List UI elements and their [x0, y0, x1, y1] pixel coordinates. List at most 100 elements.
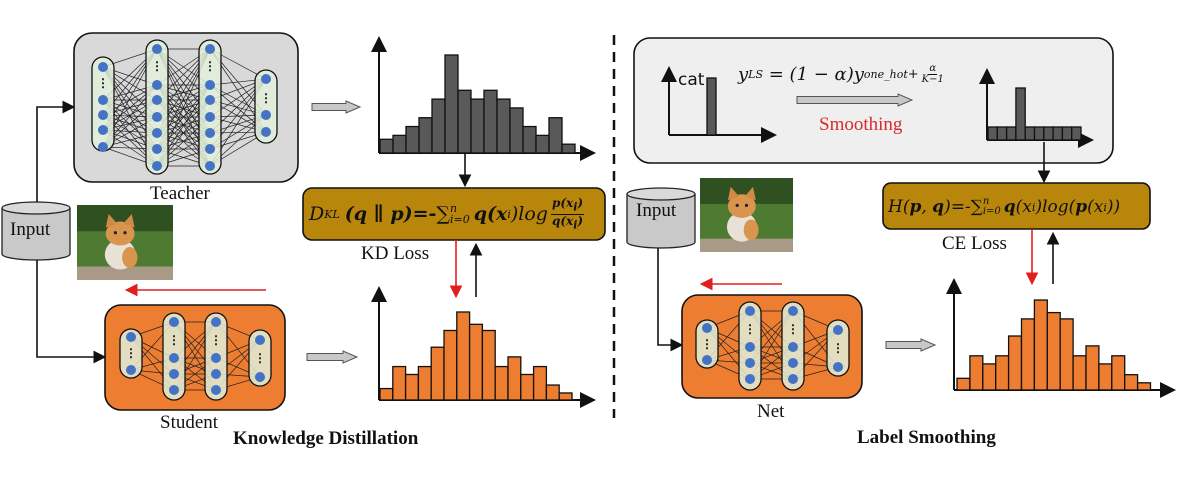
formula-part: , — [921, 197, 933, 217]
net-network-node — [788, 358, 798, 368]
student-histogram-bar — [558, 392, 573, 401]
formula-part: p(x — [551, 196, 574, 211]
teacher-histogram-bar — [496, 98, 511, 154]
net-network-node — [788, 342, 798, 352]
teacher-network-node — [205, 144, 215, 154]
formula-part: p — [1075, 197, 1088, 217]
student-histogram-bar — [404, 373, 420, 401]
teacher-network-node — [205, 112, 215, 122]
teacher-histogram-bar — [470, 98, 485, 154]
teacher-network-node — [98, 62, 108, 72]
net-network-node — [702, 355, 712, 365]
smoothed-histogram-bar — [1024, 126, 1036, 141]
input-database-icon-ls — [626, 187, 696, 249]
teacher-network-node — [152, 80, 162, 90]
net-histogram-bar — [1085, 345, 1100, 391]
net-network-ellipsis-icon: ⋮ — [832, 341, 844, 355]
student-network-layer — [248, 329, 272, 387]
student-histogram-bar — [417, 365, 432, 401]
formula-part: KL — [324, 207, 340, 221]
student-network-ellipsis-icon: ⋮ — [125, 346, 137, 360]
teacher-network-node — [152, 128, 162, 138]
cat-image-eye — [113, 231, 117, 235]
student-histogram-bar — [520, 373, 535, 401]
net-network-node — [788, 374, 798, 384]
teacher-histogram-bar — [522, 125, 537, 154]
student-network-node — [211, 353, 221, 363]
net-histogram-bar — [969, 355, 984, 391]
teacher-histogram-bar — [548, 117, 563, 154]
formula-part: + — [907, 66, 919, 82]
net-network-layer — [826, 319, 850, 377]
ce-loss-box — [882, 182, 1151, 230]
formula-part: (x — [1015, 197, 1032, 217]
smoothed-histogram-bar — [1015, 87, 1026, 141]
formula-part: i — [507, 207, 511, 221]
formula-part: p — [909, 197, 922, 217]
teacher-network-layer — [254, 69, 278, 144]
student-histogram-bar — [494, 365, 509, 401]
net-histogram-bar — [1033, 299, 1048, 391]
formula-part: )=- — [944, 197, 971, 217]
net-network-node — [833, 362, 843, 372]
student-network-node — [169, 369, 179, 379]
cat-image-ear — [105, 214, 118, 228]
student-network-ellipsis-icon: ⋮ — [254, 351, 266, 365]
student-histogram-bar — [392, 365, 407, 401]
ce-loss-formula: H(p, q)=- ∑ n i=0 q (x i)log(p (x i)) — [888, 190, 1120, 224]
formula-part: i — [1031, 200, 1036, 214]
teacher-network-ellipsis-icon: ⋮ — [204, 59, 216, 73]
student-histogram-bar — [456, 311, 471, 401]
label-smoothing-formula: y LS = (1 − α)y one_hot + α K−1 — [738, 58, 944, 90]
cat-class-label: cat — [678, 70, 705, 90]
teacher-network-node — [152, 44, 162, 54]
student-network-node — [255, 372, 265, 382]
smoothed-histogram-bar — [1052, 126, 1064, 141]
student-network-node — [169, 317, 179, 327]
net-histogram-bar — [982, 363, 997, 391]
kd-loss-label: KD Loss — [361, 243, 430, 264]
teacher-network-node — [261, 74, 271, 84]
student-network-node — [169, 353, 179, 363]
formula-part: (x — [1087, 197, 1104, 217]
input-to-student-arrow — [36, 260, 107, 364]
formula-part: )) — [1106, 197, 1121, 217]
net-histogram-bar — [995, 355, 1010, 391]
formula-part: )log( — [1035, 197, 1076, 217]
net-histogram-bar — [956, 377, 971, 391]
teacher-histogram-bar — [457, 89, 472, 154]
net-histogram-bar — [1124, 374, 1139, 391]
cat-image-ls — [700, 178, 793, 252]
kd-loss-formula: D KL (q ∥ p)=- ∑ n i=0 q(x i)log p(xi) q(xi) — [309, 192, 585, 236]
input-label-ls: Input — [636, 200, 677, 221]
input-database-icon-top — [1, 201, 71, 215]
formula-part: ∑ — [436, 203, 450, 225]
teacher-histogram-bar — [392, 134, 407, 154]
teacher-network-layer — [198, 39, 222, 175]
student-histogram-bar — [468, 323, 484, 401]
net-network-node — [833, 325, 843, 335]
formula-part: D — [309, 203, 325, 225]
cat-image-ls-ear — [744, 186, 756, 201]
cat-image-ls-eye — [744, 203, 749, 207]
net-histogram-bar — [1111, 355, 1126, 391]
knowledge-distillation-title: Knowledge Distillation — [233, 428, 419, 449]
net-network-node — [745, 342, 755, 352]
smoothed-histogram-bar — [1005, 126, 1017, 141]
student-network-node — [126, 332, 136, 342]
net-network-node — [745, 358, 755, 368]
formula-part: ∑ — [970, 197, 983, 217]
teacher-histogram-bar — [444, 54, 459, 154]
teacher-histogram-bar — [509, 107, 524, 154]
teacher-output-arrow — [311, 100, 362, 114]
net-histogram-bar — [1072, 355, 1087, 391]
formula-part: y — [738, 63, 749, 85]
cat-image-ls-ear — [727, 186, 740, 201]
net-histogram-bar — [1098, 363, 1113, 391]
net-network-ellipsis-icon: ⋮ — [787, 322, 799, 336]
teacher-histogram-bar — [379, 138, 394, 154]
student-network-node — [211, 369, 221, 379]
formula-part: i=0 — [450, 213, 470, 226]
smoothed-histogram-bar — [1033, 126, 1045, 141]
student-histogram-bar — [507, 356, 522, 401]
